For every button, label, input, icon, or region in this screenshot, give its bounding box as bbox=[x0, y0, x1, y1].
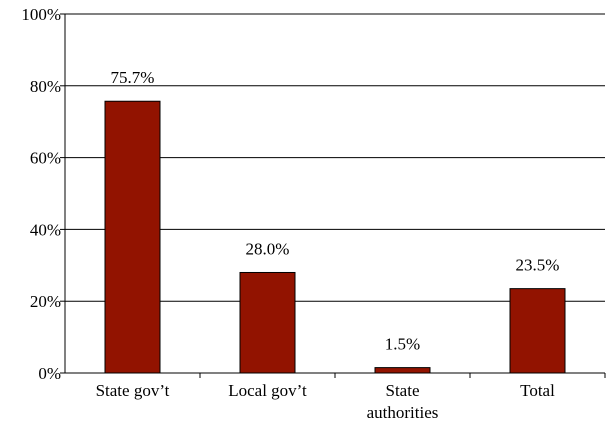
y-tick-label: 0% bbox=[38, 364, 61, 383]
data-label: 1.5% bbox=[385, 335, 420, 354]
data-label: 23.5% bbox=[516, 256, 560, 275]
bar bbox=[104, 100, 161, 374]
data-label: 28.0% bbox=[246, 239, 290, 258]
bar bbox=[509, 288, 566, 374]
y-tick-label: 80% bbox=[30, 77, 61, 96]
bar bbox=[239, 271, 296, 374]
x-category-label: State bbox=[386, 381, 420, 400]
x-category-label: Total bbox=[520, 381, 555, 400]
labels: 0% 20% 40% 60% 80% 100% 75.7% State gov’t 28.0% L… bbox=[21, 5, 559, 422]
y-tick-label: 100% bbox=[21, 5, 61, 24]
y-tick-label: 20% bbox=[30, 292, 61, 311]
y-tick-label: 60% bbox=[30, 149, 61, 168]
bars bbox=[104, 100, 566, 374]
bar bbox=[374, 367, 431, 374]
x-category-label: Local gov’t bbox=[228, 381, 307, 400]
data-label: 75.7% bbox=[111, 68, 155, 87]
axes bbox=[60, 13, 606, 378]
x-category-label: authorities bbox=[367, 403, 439, 422]
y-tick-label: 40% bbox=[30, 220, 61, 239]
x-category-label: State gov’t bbox=[96, 381, 170, 400]
